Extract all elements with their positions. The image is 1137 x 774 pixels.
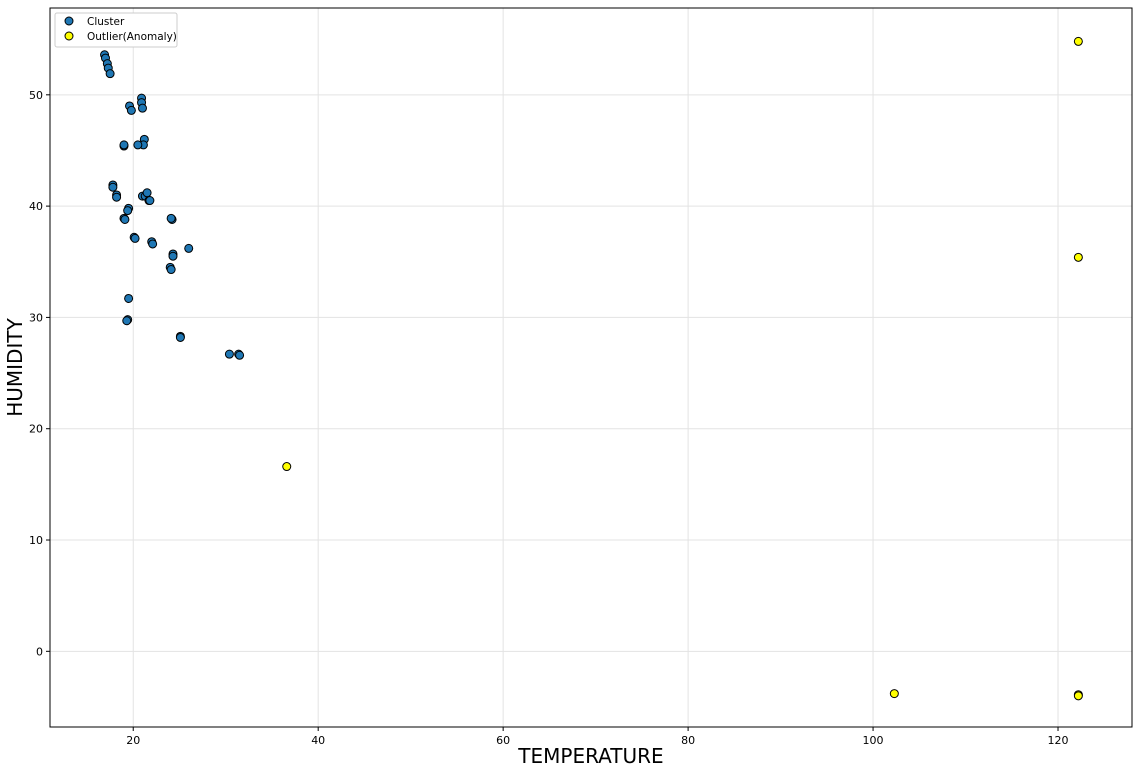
legend-label-outlier: Outlier(Anomaly): [87, 31, 177, 43]
x-axis-ticks: 20 40 60 80 100 120: [126, 727, 1069, 747]
x-tick-label: 20: [126, 734, 140, 747]
y-tick-label: 30: [29, 311, 43, 324]
cluster-point: [142, 188, 152, 198]
y-tick-label: 20: [29, 423, 43, 436]
legend-marker-cluster: [64, 16, 74, 26]
y-tick-label: 40: [29, 200, 43, 213]
cluster-point: [126, 105, 136, 115]
outlier-point: [1073, 691, 1083, 701]
x-axis-label: TEMPERATURE: [517, 744, 663, 768]
legend-box: [54, 12, 178, 48]
cluster-point: [148, 239, 158, 249]
cluster-point: [133, 140, 143, 150]
data-points: [100, 36, 1083, 701]
x-tick-label: 60: [496, 734, 510, 747]
cluster-point: [224, 349, 234, 359]
grid-lines: [50, 8, 1132, 727]
outlier-point: [1073, 36, 1083, 46]
legend: Cluster Outlier(Anomaly): [54, 12, 178, 48]
y-axis-label: HUMIDITY: [3, 317, 27, 416]
cluster-point: [122, 316, 132, 326]
plot-frame: [49, 7, 1133, 728]
cluster-point: [166, 265, 176, 275]
cluster-point: [137, 103, 147, 113]
cluster-point: [112, 192, 122, 202]
cluster-point: [184, 243, 194, 253]
outlier-point: [889, 689, 899, 699]
y-tick-label: 0: [36, 645, 43, 658]
x-tick-label: 120: [1048, 734, 1069, 747]
cluster-point: [175, 332, 185, 342]
cluster-point: [168, 251, 178, 261]
cluster-point: [123, 206, 133, 216]
cluster-point: [166, 213, 176, 223]
legend-marker-outlier: [64, 31, 74, 41]
y-tick-label: 50: [29, 89, 43, 102]
cluster-point: [108, 182, 118, 192]
y-axis-ticks: 0 10 20 30 40 50: [29, 89, 50, 658]
cluster-point: [120, 214, 130, 224]
outlier-point: [282, 462, 292, 472]
cluster-point: [130, 233, 140, 243]
y-tick-label: 10: [29, 534, 43, 547]
cluster-point: [105, 69, 115, 79]
legend-label-cluster: Cluster: [87, 16, 125, 28]
x-tick-label: 80: [681, 734, 695, 747]
cluster-point: [124, 293, 134, 303]
outlier-point: [1073, 252, 1083, 262]
cluster-point: [145, 196, 155, 206]
cluster-point: [119, 140, 129, 150]
x-tick-label: 100: [863, 734, 884, 747]
cluster-point: [235, 350, 245, 360]
x-tick-label: 40: [311, 734, 325, 747]
